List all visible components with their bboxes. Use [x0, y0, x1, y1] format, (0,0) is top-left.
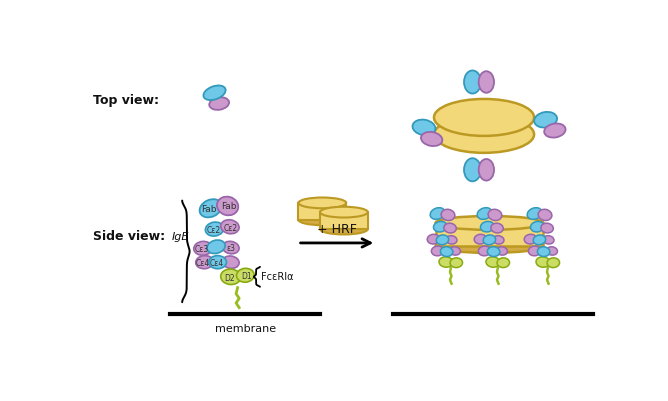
Ellipse shape — [207, 240, 225, 253]
Ellipse shape — [536, 257, 550, 267]
Text: IgE: IgE — [172, 232, 190, 242]
Ellipse shape — [205, 222, 224, 236]
Ellipse shape — [546, 247, 558, 255]
Ellipse shape — [534, 112, 557, 128]
Ellipse shape — [209, 97, 229, 110]
Text: ε3: ε3 — [227, 244, 236, 253]
Ellipse shape — [493, 236, 504, 244]
Ellipse shape — [450, 258, 462, 267]
Text: Fab: Fab — [220, 202, 236, 211]
Ellipse shape — [477, 208, 492, 219]
Ellipse shape — [450, 247, 460, 255]
Text: + HRF: + HRF — [317, 223, 357, 236]
Ellipse shape — [428, 234, 440, 244]
Text: D2: D2 — [224, 274, 235, 283]
Ellipse shape — [474, 234, 487, 244]
Ellipse shape — [222, 256, 239, 268]
Ellipse shape — [464, 158, 481, 181]
Ellipse shape — [547, 258, 560, 267]
Ellipse shape — [413, 119, 436, 135]
Ellipse shape — [488, 247, 500, 257]
Text: D1: D1 — [240, 271, 251, 281]
Ellipse shape — [434, 99, 534, 136]
Ellipse shape — [436, 239, 543, 253]
Ellipse shape — [200, 199, 222, 217]
Ellipse shape — [491, 223, 503, 233]
Text: membrane: membrane — [215, 324, 276, 334]
Ellipse shape — [444, 223, 456, 233]
Ellipse shape — [446, 236, 457, 244]
Text: Cε4: Cε4 — [196, 259, 210, 268]
Ellipse shape — [222, 241, 239, 254]
Bar — [436, 223, 543, 246]
Ellipse shape — [436, 216, 543, 230]
Ellipse shape — [479, 159, 494, 180]
Text: Fab: Fab — [201, 205, 217, 214]
Text: Cε2: Cε2 — [206, 226, 221, 235]
Ellipse shape — [236, 268, 254, 282]
Bar — [320, 212, 368, 229]
Ellipse shape — [480, 221, 494, 232]
Text: Cε3: Cε3 — [194, 245, 208, 254]
Ellipse shape — [299, 198, 346, 208]
Ellipse shape — [196, 255, 213, 269]
Ellipse shape — [439, 257, 453, 267]
Ellipse shape — [486, 257, 500, 267]
Ellipse shape — [527, 208, 542, 219]
Ellipse shape — [488, 209, 502, 221]
Text: Cε2: Cε2 — [224, 224, 238, 233]
Ellipse shape — [497, 258, 510, 267]
Ellipse shape — [436, 235, 449, 245]
Ellipse shape — [320, 207, 368, 217]
Ellipse shape — [220, 220, 239, 234]
Ellipse shape — [537, 247, 550, 257]
Ellipse shape — [434, 116, 534, 153]
Ellipse shape — [217, 196, 238, 215]
Ellipse shape — [430, 208, 445, 219]
Ellipse shape — [538, 209, 552, 221]
Ellipse shape — [204, 85, 226, 100]
Ellipse shape — [434, 221, 448, 232]
Text: Cε4: Cε4 — [210, 259, 224, 268]
Bar — [299, 203, 346, 220]
Ellipse shape — [541, 223, 553, 233]
Ellipse shape — [209, 255, 226, 269]
Ellipse shape — [194, 241, 212, 255]
Ellipse shape — [479, 71, 494, 93]
Ellipse shape — [543, 236, 554, 244]
Ellipse shape — [524, 234, 536, 244]
Text: Top view:: Top view: — [93, 94, 159, 107]
Ellipse shape — [530, 221, 544, 232]
Ellipse shape — [220, 269, 240, 285]
Ellipse shape — [544, 124, 566, 138]
Ellipse shape — [478, 246, 491, 256]
Ellipse shape — [533, 235, 546, 245]
Ellipse shape — [432, 246, 444, 256]
Ellipse shape — [299, 215, 346, 225]
Ellipse shape — [483, 235, 496, 245]
Ellipse shape — [440, 247, 453, 257]
Ellipse shape — [441, 209, 455, 221]
Text: FcεRIα: FcεRIα — [261, 272, 294, 282]
Ellipse shape — [320, 224, 368, 235]
Text: Side view:: Side view: — [93, 230, 165, 243]
Ellipse shape — [421, 132, 442, 146]
Ellipse shape — [496, 247, 508, 255]
Ellipse shape — [528, 246, 541, 256]
Ellipse shape — [464, 71, 481, 93]
